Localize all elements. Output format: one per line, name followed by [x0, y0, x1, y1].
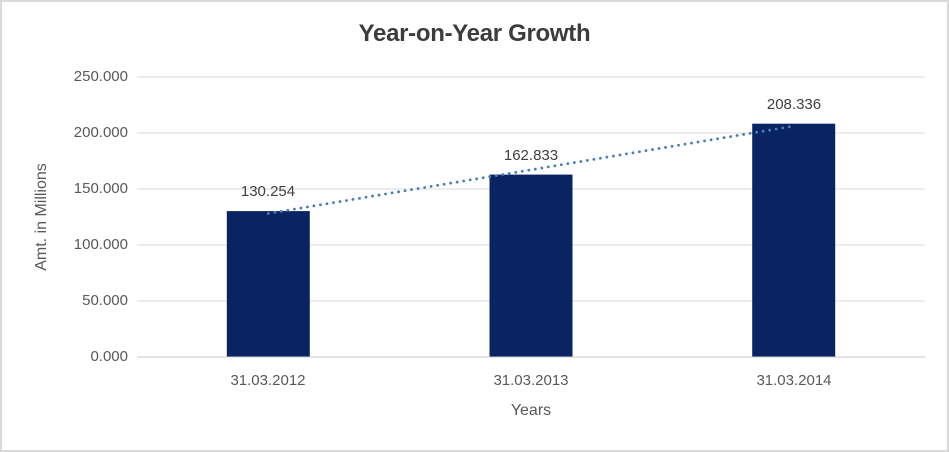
y-tick-label: 150.000: [73, 180, 128, 197]
x-axis-title: Years: [510, 402, 552, 419]
chart-title: Year-on-Year Growth: [358, 20, 591, 47]
bar: [489, 174, 573, 357]
x-tick-label: 31.03.2014: [756, 372, 832, 389]
data-label: 208.336: [766, 96, 822, 113]
y-tick-label: 200.000: [73, 124, 128, 141]
x-tick-label: 31.03.2013: [493, 372, 569, 389]
data-label: 162.833: [503, 147, 559, 164]
y-tick-label: 100.000: [73, 236, 128, 253]
data-label: 130.254: [240, 183, 296, 200]
y-tick-label: 0.000: [90, 348, 128, 365]
y-tick-label: 250.000: [73, 68, 128, 85]
y-tick-label: 50.000: [82, 292, 128, 309]
x-tick-label: 31.03.2012: [230, 372, 306, 389]
bar: [752, 123, 836, 357]
bar: [226, 211, 310, 357]
